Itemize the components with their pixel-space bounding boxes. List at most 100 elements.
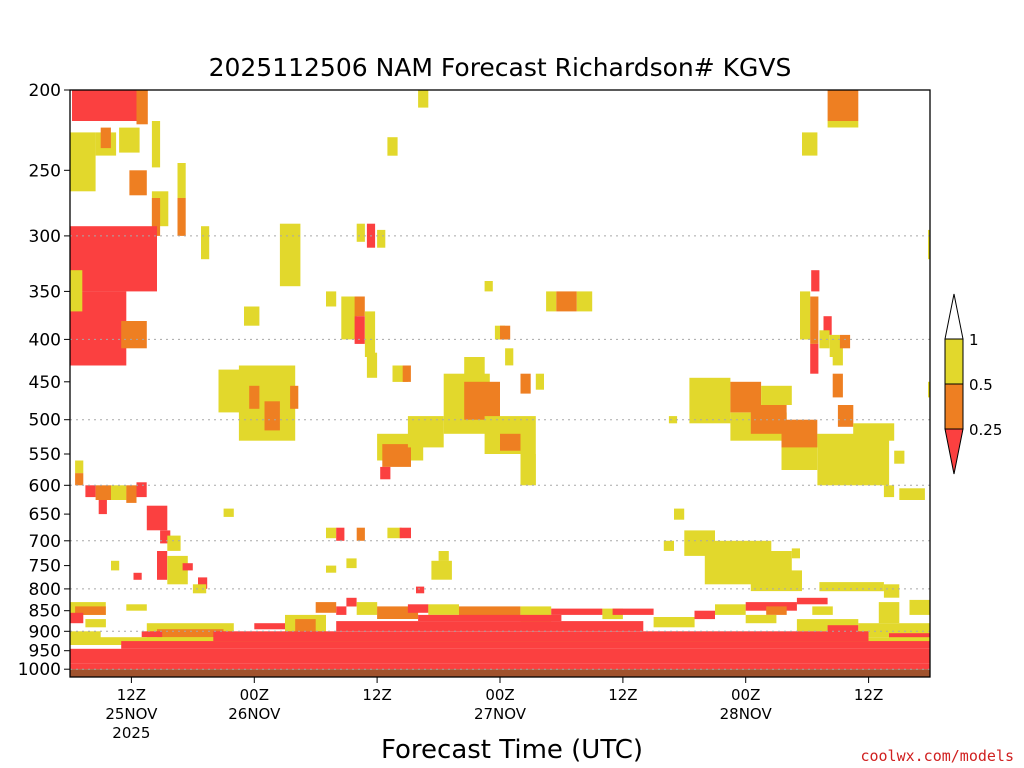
ri-region-yellow (878, 602, 900, 624)
ri-region-yellow (223, 508, 234, 517)
ri-region-orange (556, 291, 577, 312)
y-tick-label: 850 (29, 602, 61, 622)
legend-swatch-orange (944, 383, 964, 430)
ri-region-yellow (428, 604, 459, 615)
ri-region-red (141, 631, 163, 638)
ri-region-orange (136, 90, 148, 125)
x-tick-label: 12Z (117, 686, 146, 704)
ri-region-red (254, 623, 285, 630)
ri-region-red (416, 586, 425, 594)
ri-region-orange (75, 473, 84, 486)
ri-region-red (811, 270, 820, 292)
ri-region-yellow (546, 291, 557, 312)
ri-region-orange (464, 381, 500, 420)
ri-region-yellow (346, 558, 357, 569)
ri-region-red (796, 597, 828, 605)
ri-region-orange (356, 527, 365, 541)
y-tick-label: 750 (29, 557, 61, 577)
ri-region-yellow (387, 137, 398, 156)
y-tick-label: 900 (29, 622, 61, 642)
ri-region-yellow (715, 604, 746, 615)
ri-region-red (160, 530, 171, 544)
ri-region-orange (500, 433, 521, 451)
x-tick-label: 00Z (731, 686, 760, 704)
ri-region-yellow (883, 584, 900, 598)
ri-region-red (551, 608, 603, 615)
ri-region-yellow (800, 291, 811, 340)
ri-region-yellow (111, 485, 127, 500)
ri-region-red (198, 577, 208, 589)
y-tick-label: 200 (29, 81, 61, 101)
ri-region-yellow (827, 121, 859, 128)
ri-region-yellow (791, 548, 800, 559)
ri-region-orange (837, 405, 854, 427)
ri-region-red (612, 608, 654, 615)
ri-region-yellow (653, 617, 695, 628)
ri-region-red (694, 610, 715, 620)
ri-region-yellow (535, 373, 544, 390)
ri-region-orange (827, 90, 859, 121)
x-tick-label: 2025 (112, 724, 150, 742)
ri-region-orange (315, 602, 337, 613)
ri-region-orange (402, 365, 411, 382)
ri-region-yellow (576, 291, 593, 312)
ri-region-yellow (438, 551, 449, 561)
ri-region-yellow (750, 570, 802, 592)
ri-region-orange (95, 485, 111, 500)
ri-region-orange (377, 606, 419, 619)
legend-label: 1 (969, 331, 979, 349)
ri-region-yellow (899, 488, 925, 500)
y-tick-label: 300 (29, 227, 61, 247)
ri-region-red (98, 500, 107, 515)
ri-region-red (354, 316, 365, 344)
ri-region-red (346, 597, 357, 607)
ri-region-yellow (464, 357, 485, 382)
ri-region-orange (520, 373, 531, 394)
ri-region-yellow (928, 381, 930, 398)
ri-region-yellow (364, 311, 376, 357)
ri-region-yellow (761, 385, 792, 405)
y-tick-label: 800 (29, 580, 61, 600)
ri-region-yellow (356, 602, 378, 615)
ri-region-yellow (70, 631, 101, 642)
ri-region-yellow (928, 229, 930, 260)
x-tick-label: 12Z (608, 686, 637, 704)
ri-region-orange (382, 444, 411, 467)
ri-region-yellow (167, 535, 181, 551)
ri-region-orange (839, 334, 851, 349)
ri-region-orange (177, 198, 186, 236)
ri-region-yellow (520, 454, 536, 486)
legend-swatch-red (944, 428, 964, 475)
ri-region-orange (129, 170, 147, 196)
credit-text[interactable]: coolwx.com/models (860, 747, 1014, 765)
ri-region-red (823, 316, 832, 335)
ri-region-yellow (883, 485, 895, 498)
ri-region-red (136, 482, 147, 498)
ri-region-yellow (674, 508, 685, 520)
ri-region-orange (151, 198, 161, 236)
ri-region-yellow (326, 565, 337, 573)
y-axis: 200 250 300 350 400 450 500 550 600 650 700 750 8008… (18, 81, 70, 680)
ri-region-yellow (668, 416, 678, 424)
y-tick-label: 550 (29, 445, 61, 465)
x-tick-label: 27NOV (474, 705, 527, 723)
ri-region-yellow (745, 614, 777, 624)
ri-region-yellow (279, 223, 301, 287)
ri-region-red (133, 572, 142, 580)
ri-region-yellow (505, 348, 514, 366)
legend-swatch-white (944, 293, 964, 340)
ri-region-red (146, 505, 168, 531)
ri-region-red (213, 631, 869, 642)
ri-region-yellow (85, 619, 106, 628)
ri-region-red (157, 551, 168, 580)
ri-region-orange (781, 419, 818, 448)
ri-region-red (827, 625, 859, 634)
y-tick-label: 600 (29, 476, 61, 496)
ri-region-red (399, 527, 411, 539)
ri-region-yellow (177, 163, 186, 198)
ri-region-yellow (366, 352, 378, 378)
y-tick-label: 450 (29, 373, 61, 393)
x-tick-label: 00Z (240, 686, 269, 704)
x-tick-label: 12Z (362, 686, 391, 704)
